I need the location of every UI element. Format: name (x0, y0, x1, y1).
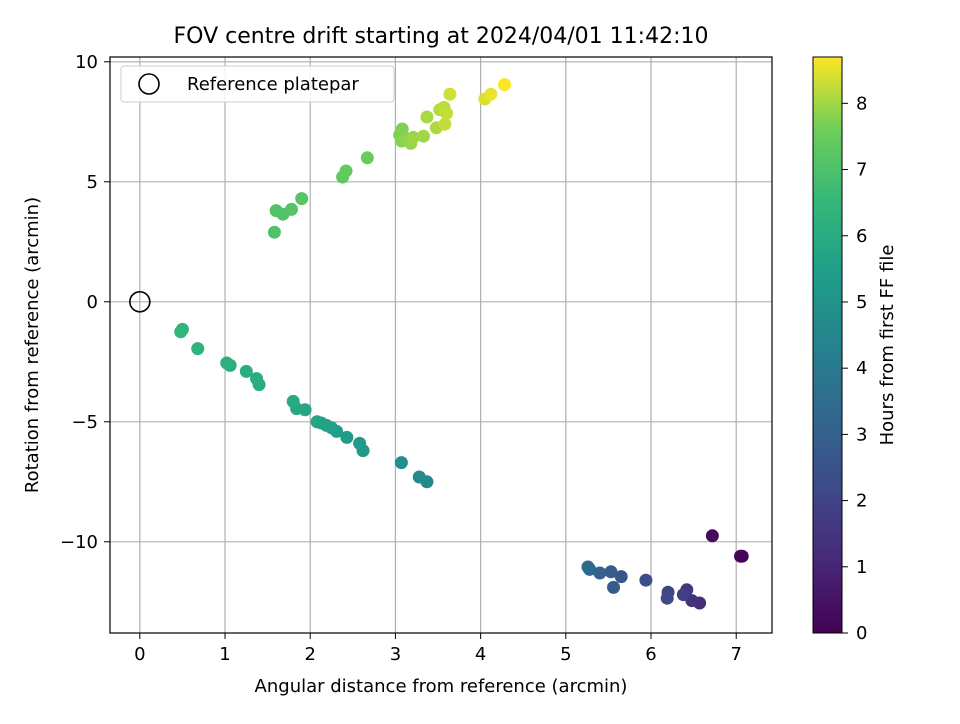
drift-point (295, 192, 309, 206)
drift-point (438, 117, 452, 131)
drift-point (250, 372, 264, 386)
drift-point (660, 591, 674, 605)
drift-point (484, 87, 498, 101)
drift-point (310, 415, 324, 429)
drift-point (394, 456, 408, 470)
drift-point (267, 225, 281, 239)
colorbar-tick-label: 3 (856, 424, 867, 445)
legend-box (120, 65, 395, 103)
drift-point (440, 106, 454, 120)
drift-point (191, 342, 205, 356)
drift-point (604, 565, 618, 579)
drift-point (443, 87, 457, 101)
drift-point (420, 110, 434, 124)
colorbar-label: Hours from first FF file (877, 245, 898, 446)
plot-frame (109, 56, 773, 634)
axis-ticks: 0 1 2 3 4 5 6 7 −10 −5 0 5 10 (60, 52, 742, 665)
colorbar-tick-label: 5 (856, 292, 867, 313)
y-tick-label: 5 (87, 172, 98, 193)
x-tick-label: 4 (475, 644, 486, 665)
x-tick-label: 0 (134, 644, 145, 665)
drift-point (733, 549, 747, 563)
colorbar: 0 1 2 3 4 5 6 7 8 Hours from first FF file (812, 56, 898, 644)
data-points (129, 78, 749, 610)
legend-marker-reference (138, 73, 160, 95)
drift-point (340, 430, 354, 444)
drift-point (284, 202, 298, 216)
x-axis-label: Angular distance from reference (arcmin) (255, 676, 628, 697)
drift-point (220, 356, 234, 370)
colorbar-tick-label: 2 (856, 491, 867, 512)
legend: Reference platepar (120, 65, 395, 103)
colorbar-gradient (813, 57, 842, 633)
drift-point (705, 529, 719, 543)
x-tick-label: 6 (645, 644, 656, 665)
drift-point (593, 566, 607, 580)
x-tick-label: 2 (304, 644, 315, 665)
y-axis-label: Rotation from reference (arcmin) (22, 197, 43, 493)
drift-point (353, 436, 367, 450)
y-tick-label: 0 (87, 292, 98, 313)
drift-point (339, 164, 353, 178)
drift-point (581, 560, 595, 574)
y-tick-label: 10 (75, 52, 98, 73)
drift-point (497, 78, 511, 92)
colorbar-tick-label: 7 (856, 160, 867, 181)
x-tick-label: 3 (390, 644, 401, 665)
drift-point (239, 364, 253, 378)
drift-point (412, 470, 426, 484)
chart-title: FOV centre drift starting at 2024/04/01 … (174, 24, 709, 49)
drift-point (607, 580, 621, 594)
x-tick-label: 1 (219, 644, 230, 665)
drift-point (286, 394, 300, 408)
reference-platepar-point (129, 290, 151, 313)
drift-point (406, 130, 420, 144)
drift-point (417, 129, 431, 143)
grid-lines (110, 57, 772, 633)
x-tick-label: 5 (560, 644, 571, 665)
colorbar-tick-label: 6 (856, 226, 867, 247)
drift-point (174, 325, 188, 339)
drift-point (614, 570, 628, 584)
drift-point (639, 573, 653, 587)
drift-point (360, 151, 374, 165)
legend-entry-reference: Reference platepar (187, 74, 359, 95)
colorbar-tick-label: 0 (856, 623, 867, 644)
colorbar-tick-label: 1 (856, 557, 867, 578)
colorbar-frame (812, 56, 843, 634)
colorbar-tick-label: 4 (856, 358, 867, 379)
colorbar-tick-label: 8 (856, 93, 867, 114)
y-tick-label: −5 (71, 412, 98, 433)
y-tick-label: −10 (60, 532, 98, 553)
drift-point (676, 588, 690, 602)
colorbar-ticks: 0 1 2 3 4 5 6 7 8 (842, 93, 867, 644)
x-tick-label: 7 (730, 644, 741, 665)
